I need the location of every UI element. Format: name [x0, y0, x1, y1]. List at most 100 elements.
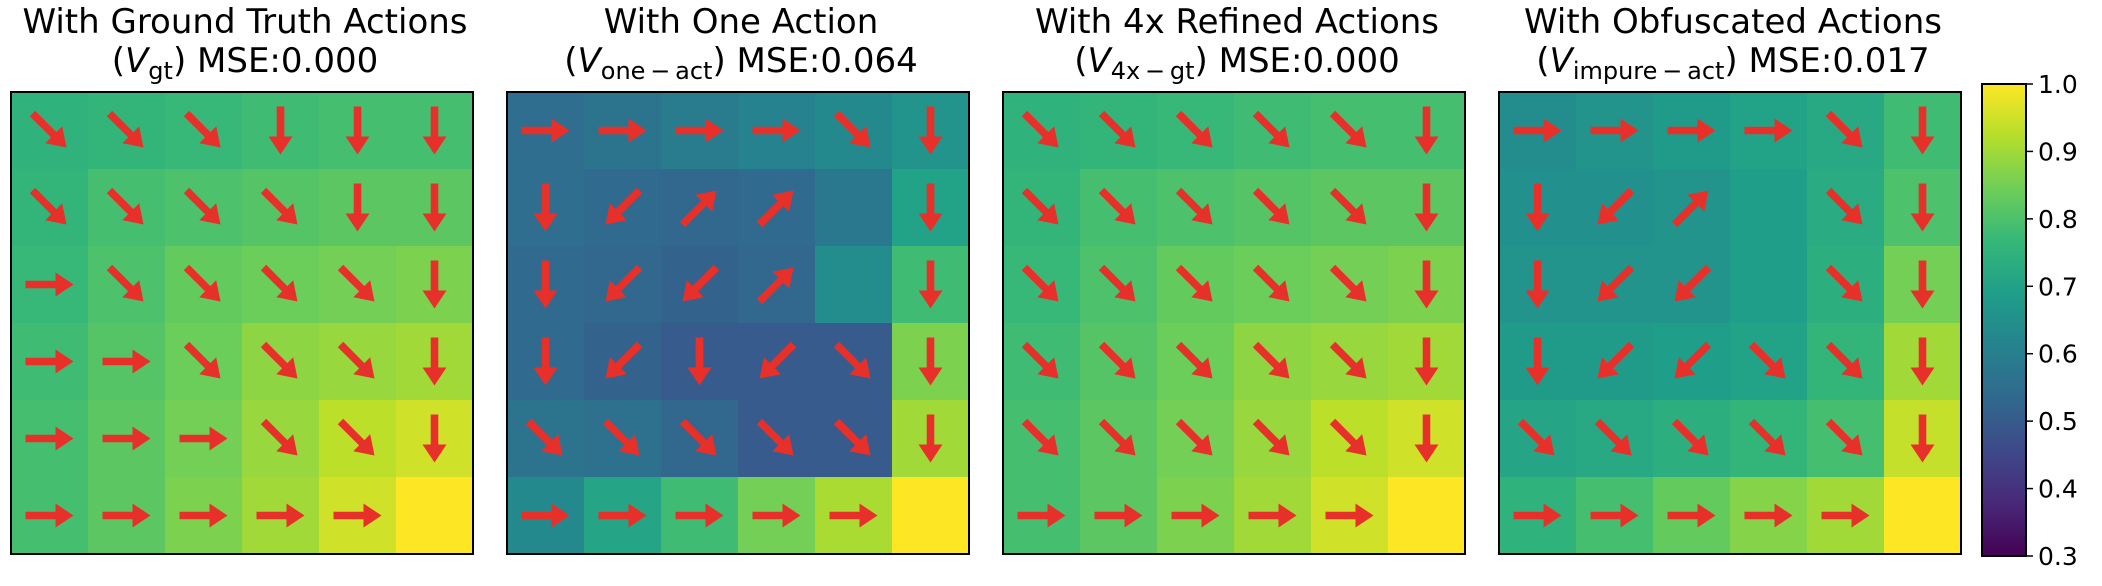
action-arrow-se: [337, 264, 375, 302]
action-arrow-s: [918, 337, 943, 386]
panel-title: With Ground Truth Actions: [22, 2, 467, 42]
action-arrow-se: [260, 418, 298, 456]
panel-subtitle: (Vgt) MSE:0.000: [112, 41, 378, 85]
action-arrow-s: [1414, 414, 1439, 463]
action-arrow-se: [1021, 418, 1059, 456]
heatmap-cell: [892, 477, 970, 555]
action-arrow-se: [1748, 341, 1786, 379]
action-arrow-s: [422, 106, 447, 155]
action-arrow-e: [179, 503, 228, 528]
mse-label: MSE:0.017: [1749, 41, 1930, 81]
action-arrow-s: [422, 337, 447, 386]
action-arrow-se: [1329, 110, 1367, 148]
action-arrow-e: [1513, 118, 1562, 143]
colorbar-tick-label: 0.9: [2038, 137, 2078, 166]
action-arrow-s: [422, 183, 447, 232]
action-arrow-se: [1329, 264, 1367, 302]
colorbar-tick-label: 0.5: [2038, 407, 2078, 436]
action-arrow-se: [1098, 341, 1136, 379]
action-arrow-se: [183, 187, 221, 225]
mse-label: MSE:0.064: [737, 41, 918, 81]
panel-4x-gt: With 4x Refined Actions (V4x − gt) MSE:0…: [1002, 2, 1466, 555]
action-arrow-e: [1171, 503, 1220, 528]
action-arrow-s: [345, 106, 370, 155]
value-subscript: one − act: [601, 57, 713, 85]
action-arrow-e: [752, 118, 801, 143]
action-arrow-se: [1175, 264, 1213, 302]
action-arrow-se: [1825, 264, 1863, 302]
action-arrow-se: [1825, 418, 1863, 456]
action-arrow-se: [1175, 110, 1213, 148]
action-arrow-e: [1744, 503, 1793, 528]
action-arrow-se: [106, 264, 144, 302]
action-arrow-se: [1517, 418, 1555, 456]
action-arrow-e: [25, 349, 74, 374]
heatmap-cell: [1730, 169, 1808, 247]
colorbar: 0.3 0.4 0.5 0.6 0.7 0.8 0.9 1.0: [1981, 70, 2078, 571]
panel-subtitle: (Vimpure − act) MSE:0.017: [1536, 41, 1929, 85]
action-arrow-s: [1910, 414, 1935, 463]
action-arrow-e: [1744, 118, 1793, 143]
action-arrow-sw: [605, 187, 643, 225]
heatmap-cell: [1884, 477, 1962, 555]
panel-subtitle: (Vone − act) MSE:0.064: [564, 41, 917, 85]
action-arrow-se: [1098, 418, 1136, 456]
action-arrow-e: [1667, 118, 1716, 143]
action-arrow-s: [1910, 183, 1935, 232]
value-symbol: V: [1550, 41, 1576, 81]
action-arrow-se: [1175, 418, 1213, 456]
action-arrow-e: [102, 349, 151, 374]
action-arrow-se: [1021, 264, 1059, 302]
action-arrow-se: [679, 418, 717, 456]
value-subscript: 4x − gt: [1111, 57, 1195, 85]
heatmap-cell: [1388, 477, 1466, 555]
action-arrow-e: [179, 426, 228, 451]
panel-title: With 4x Refined Actions: [1035, 2, 1439, 42]
action-arrow-ne: [756, 190, 794, 228]
action-arrow-se: [260, 341, 298, 379]
action-arrow-se: [1671, 418, 1709, 456]
action-arrow-e: [521, 118, 570, 143]
action-arrow-s: [1525, 337, 1550, 386]
action-arrow-se: [525, 418, 563, 456]
action-arrow-e: [675, 503, 724, 528]
heatmap-cells: [11, 92, 474, 555]
heatmap-cells: [507, 92, 970, 555]
heatmap-cells: [1003, 92, 1466, 555]
action-arrow-se: [260, 187, 298, 225]
action-arrow-se: [602, 418, 640, 456]
action-arrow-s: [1910, 337, 1935, 386]
action-arrow-se: [1329, 418, 1367, 456]
action-arrow-s: [533, 337, 558, 386]
action-arrow-se: [106, 110, 144, 148]
action-arrow-se: [337, 341, 375, 379]
action-arrow-e: [102, 503, 151, 528]
action-arrow-se: [1825, 110, 1863, 148]
panel-frame: [10, 91, 474, 555]
heatmap-cell: [815, 246, 893, 324]
action-arrow-se: [1252, 264, 1290, 302]
action-arrow-sw: [1674, 341, 1712, 379]
mse-label: MSE:0.000: [1219, 41, 1400, 81]
mse-label: MSE:0.000: [197, 41, 378, 81]
action-arrow-s: [1414, 260, 1439, 309]
panel-gt: With Ground Truth Actions (Vgt) MSE:0.00…: [10, 2, 474, 555]
action-arrow-e: [1325, 503, 1374, 528]
action-arrow-e: [1094, 503, 1143, 528]
colorbar-tick-label: 1.0: [2038, 70, 2078, 99]
action-arrow-s: [1414, 183, 1439, 232]
action-arrow-se: [1748, 418, 1786, 456]
action-arrow-e: [675, 118, 724, 143]
action-arrow-se: [1252, 418, 1290, 456]
action-arrow-se: [1252, 341, 1290, 379]
action-arrow-s: [687, 337, 712, 386]
value-symbol: V: [1087, 41, 1113, 81]
action-arrow-sw: [1597, 187, 1635, 225]
action-arrows: [1017, 106, 1439, 528]
action-arrow-s: [918, 183, 943, 232]
action-arrow-e: [598, 503, 647, 528]
heatmap-cells: [1499, 92, 1962, 555]
action-arrow-se: [106, 187, 144, 225]
action-arrow-se: [756, 418, 794, 456]
action-arrow-s: [918, 260, 943, 309]
